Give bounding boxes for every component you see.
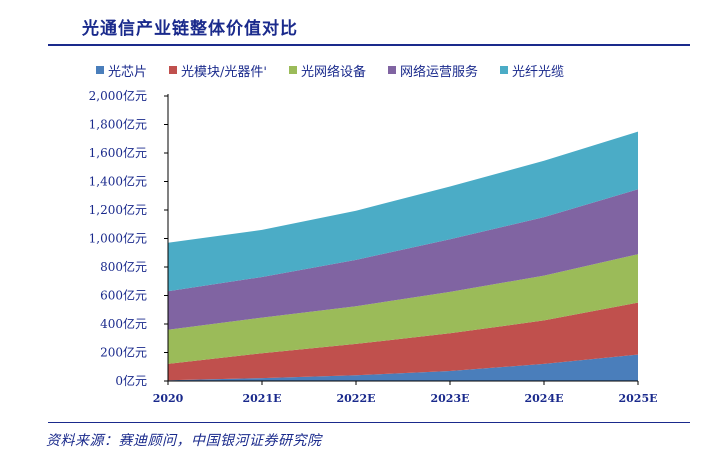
y-tick-label: 0亿元: [115, 373, 147, 388]
area-layers: [168, 131, 638, 381]
chart-legend: 光芯片 光模块/光器件' 光网络设备 网络运营服务 光纤光缆: [96, 60, 586, 80]
x-tick-label: 2023E: [431, 392, 470, 405]
y-tick-label: 2,000亿元: [89, 88, 147, 103]
legend-item-chip: 光芯片: [96, 61, 147, 80]
x-tick-label: 2024E: [525, 392, 564, 405]
legend-swatch-fiber-cable: [500, 66, 509, 74]
x-tick-label: 2020: [153, 392, 184, 405]
x-tick-label: 2025E: [619, 392, 658, 405]
legend-item-module: 光模块/光器件': [169, 61, 267, 80]
legend-swatch-chip: [96, 66, 104, 74]
area-series-1: [168, 302, 638, 381]
y-tick-label: 400亿元: [100, 316, 147, 331]
area-series-4: [168, 131, 638, 292]
legend-swatch-operation-service: [388, 66, 396, 74]
area-series-0: [168, 354, 638, 381]
source-divider: [48, 422, 690, 423]
y-tick-label: 1,800亿元: [89, 117, 147, 132]
y-tick-label: 1,200亿元: [89, 202, 147, 217]
y-axis-ticks: 0亿元 200亿元 400亿元 600亿元 800亿元 1,000亿元 1,200亿元 1,4…: [89, 88, 168, 388]
chart-axes: [167, 94, 638, 382]
legend-label-module: 光模块/光器件': [181, 64, 267, 80]
area-series-3: [168, 189, 638, 330]
y-tick-label: 1,000亿元: [89, 231, 147, 246]
chart-title: 光通信产业链整体价值对比: [82, 19, 298, 39]
source-note: 资料来源：赛迪顾问，中国银河证券研究院: [46, 433, 322, 449]
legend-item-network-equipment: 光网络设备: [288, 61, 366, 80]
legend-label-operation-service: 网络运营服务: [400, 64, 479, 80]
y-tick-label: 1,400亿元: [89, 174, 147, 189]
legend-label-network-equipment: 光网络设备: [300, 64, 366, 80]
x-axis-ticks: 2020 2021E 2022E 2023E 2024E 2025E: [153, 381, 658, 405]
y-tick-label: 200亿元: [100, 345, 147, 360]
area-series-2: [168, 254, 638, 364]
y-tick-label: 600亿元: [100, 288, 147, 303]
y-tick-label: 800亿元: [100, 259, 147, 274]
legend-swatch-module: [169, 66, 178, 74]
legend-label-fiber-cable: 光纤光缆: [512, 64, 565, 80]
y-tick-label: 1,600亿元: [89, 145, 147, 160]
x-tick-label: 2021E: [243, 392, 282, 405]
legend-label-chip: 光芯片: [108, 64, 148, 80]
title-divider: [48, 44, 690, 46]
legend-item-fiber-cable: 光纤光缆: [500, 61, 564, 80]
legend-item-operation-service: 网络运营服务: [388, 61, 478, 80]
x-tick-label: 2022E: [337, 392, 376, 405]
legend-swatch-network-equipment: [288, 66, 297, 74]
